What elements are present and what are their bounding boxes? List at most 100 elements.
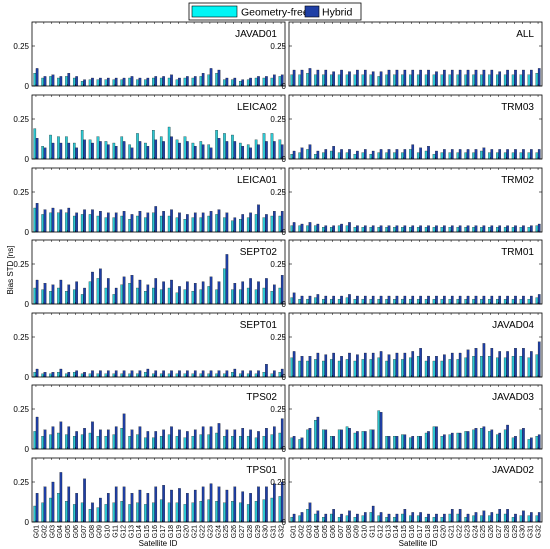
- bar-geometry-free-g09: [353, 517, 357, 523]
- bar-geometry-free-g24: [215, 73, 218, 87]
- bar-geometry-free-g29: [511, 517, 515, 523]
- bar-hybrid-g20: [443, 225, 446, 233]
- x-tick-label-g18: G18: [168, 525, 175, 538]
- bar-geometry-free-g32: [535, 515, 539, 523]
- bar-hybrid-g15: [403, 434, 407, 450]
- y-tick-label: 0: [282, 445, 287, 454]
- bar-hybrid-g11: [371, 225, 375, 233]
- bar-hybrid-g30: [265, 214, 268, 233]
- bar-hybrid-g15: [403, 69, 407, 87]
- bar-hybrid-g12: [122, 77, 126, 87]
- bar-hybrid-g13: [387, 149, 391, 160]
- bar-hybrid-g24: [474, 225, 478, 233]
- bar-geometry-free-g21: [191, 291, 195, 305]
- bar-hybrid-g31: [530, 351, 533, 378]
- bar-hybrid-g14: [395, 149, 399, 160]
- bar-geometry-free-g19: [175, 79, 179, 87]
- bar-geometry-free-g16: [409, 437, 412, 450]
- bar-geometry-free-g10: [104, 141, 108, 160]
- bar-hybrid-g10: [106, 370, 110, 378]
- panel-frame: [31, 21, 286, 87]
- x-tick-label-g13: G13: [385, 525, 392, 538]
- x-tick-label-g19: G19: [433, 525, 440, 538]
- bar-geometry-free-g22: [456, 513, 460, 523]
- bar-hybrid-g05: [324, 513, 328, 523]
- bar-geometry-free-g19: [432, 74, 436, 87]
- bar-hybrid-g17: [162, 76, 165, 87]
- bar-geometry-free-g32: [535, 152, 539, 160]
- bar-hybrid-g01: [35, 493, 39, 523]
- bar-hybrid-g17: [419, 69, 422, 87]
- bar-hybrid-g28: [249, 370, 252, 378]
- bar-hybrid-g19: [178, 488, 181, 523]
- bar-hybrid-g17: [419, 348, 422, 378]
- bar-hybrid-g11: [371, 505, 375, 523]
- bar-geometry-free-g25: [480, 428, 483, 450]
- bar-geometry-free-g25: [480, 74, 483, 87]
- bar-hybrid-g02: [300, 295, 304, 305]
- bar-hybrid-g26: [490, 295, 494, 305]
- bar-hybrid-g20: [186, 281, 189, 305]
- bar-hybrid-g12: [379, 149, 383, 160]
- bar-hybrid-g26: [490, 348, 494, 378]
- bar-geometry-free-g30: [262, 287, 266, 305]
- panel-background: [289, 240, 542, 304]
- x-tick-label-g03: G03: [49, 525, 56, 538]
- bar-hybrid-g05: [324, 225, 328, 233]
- bar-geometry-free-g21: [191, 373, 195, 378]
- y-tick-label: 0.25: [13, 478, 29, 487]
- bar-geometry-free-g26: [231, 501, 234, 523]
- bar-geometry-free-g30: [519, 515, 523, 523]
- bar-hybrid-g17: [419, 147, 422, 160]
- bar-geometry-free-g10: [361, 359, 365, 378]
- bar-geometry-free-g10: [104, 504, 108, 523]
- bar-geometry-free-g06: [72, 372, 76, 378]
- panel-station-label: ALL: [516, 29, 534, 40]
- bar-hybrid-g14: [395, 295, 399, 305]
- bar-geometry-free-g30: [262, 133, 266, 160]
- bar-hybrid-g30: [522, 348, 525, 378]
- bar-hybrid-g05: [67, 142, 71, 160]
- bar-geometry-free-g30: [262, 499, 266, 523]
- y-tick-label: 0: [25, 518, 30, 527]
- bar-hybrid-g05: [324, 429, 328, 450]
- bar-hybrid-g21: [450, 225, 454, 233]
- bar-geometry-free-g03: [306, 73, 309, 87]
- bar-hybrid-g06: [332, 436, 335, 450]
- bar-geometry-free-g22: [456, 299, 460, 305]
- bar-geometry-free-g03: [306, 360, 309, 378]
- bar-geometry-free-g19: [175, 502, 179, 523]
- bar-hybrid-g03: [51, 481, 55, 523]
- bar-hybrid-g13: [387, 354, 391, 378]
- panel-station-label: TRM02: [501, 175, 534, 186]
- bar-hybrid-g15: [146, 212, 150, 233]
- bar-geometry-free-g32: [535, 297, 539, 305]
- bar-geometry-free-g23: [464, 152, 468, 160]
- x-tick-label-g09: G09: [354, 525, 361, 538]
- bar-hybrid-g16: [411, 225, 415, 233]
- bar-hybrid-g16: [411, 144, 415, 160]
- bar-hybrid-g18: [427, 146, 430, 160]
- bar-hybrid-g31: [273, 483, 276, 523]
- bar-geometry-free-g16: [409, 299, 412, 305]
- bar-geometry-free-g23: [207, 74, 211, 87]
- y-tick-label: 0: [25, 228, 30, 237]
- bar-geometry-free-g06: [72, 215, 76, 233]
- bar-hybrid-g24: [217, 69, 221, 87]
- bar-geometry-free-g23: [207, 499, 211, 523]
- bar-geometry-free-g30: [519, 227, 523, 233]
- bar-hybrid-g09: [99, 497, 102, 523]
- panel-trm01: 0 0.25 TRM01: [270, 239, 543, 309]
- bar-hybrid-g11: [114, 370, 118, 378]
- bar-geometry-free-g27: [496, 227, 499, 233]
- bar-geometry-free-g27: [496, 299, 499, 305]
- bar-geometry-free-g08: [345, 152, 349, 160]
- bar-geometry-free-g08: [88, 214, 92, 233]
- bar-geometry-free-g10: [361, 299, 365, 305]
- bar-geometry-free-g17: [416, 74, 420, 87]
- bar-geometry-free-g02: [41, 289, 44, 305]
- bar-hybrid-g19: [178, 77, 181, 87]
- bar-geometry-free-g01: [33, 505, 37, 523]
- bar-hybrid-g07: [340, 69, 343, 87]
